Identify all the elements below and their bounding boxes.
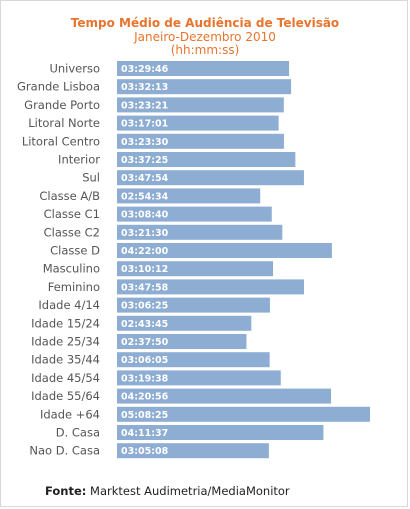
bar: [117, 152, 296, 167]
bar: [117, 279, 305, 295]
bar: [117, 261, 274, 277]
bar: [117, 352, 270, 368]
bar: [117, 188, 261, 204]
bar: [117, 388, 332, 404]
category-label: Idade 4/14: [38, 298, 100, 312]
bar: [117, 115, 279, 131]
category-label: Litoral Norte: [28, 116, 100, 130]
bar: [117, 243, 332, 258]
bar: [117, 224, 283, 240]
value-label: 03:05:08: [121, 446, 169, 457]
value-label: 03:21:30: [121, 228, 169, 239]
bar: [117, 297, 270, 313]
bar: [117, 170, 304, 186]
bar: [117, 334, 247, 349]
category-label: Interior: [58, 153, 100, 167]
category-label: Idade 35/44: [31, 353, 100, 367]
value-label: 03:47:54: [121, 173, 169, 184]
category-label: Feminino: [48, 280, 100, 294]
bar: [117, 61, 290, 76]
value-label: 04:22:00: [121, 246, 169, 257]
category-label: Sul: [82, 171, 100, 185]
category-label: Grande Porto: [24, 98, 100, 112]
value-label: 02:54:34: [121, 191, 169, 202]
bar: [117, 133, 284, 149]
bar: [117, 443, 269, 459]
value-label: 03:23:30: [121, 137, 169, 148]
value-label: 03:23:21: [121, 100, 168, 111]
value-label: 02:43:45: [121, 319, 168, 330]
bar: [117, 370, 281, 386]
value-label: 03:47:58: [121, 282, 169, 293]
value-label: 03:17:01: [121, 119, 168, 130]
chart-title: Tempo Médio de Audiência de Televisão: [70, 16, 340, 30]
category-label: Classe C2: [44, 225, 100, 239]
source-label: Fonte:: [45, 484, 87, 498]
value-label: 03:06:05: [121, 355, 168, 366]
value-label: 04:11:37: [121, 428, 168, 439]
category-label: Classe C1: [44, 207, 100, 221]
category-label: Litoral Centro: [22, 134, 100, 148]
bar-chart: Universo 03:29:46 Grande Lisboa 03:32:13 Gra…: [17, 61, 370, 459]
source-text: Marktest Audimetria/MediaMonitor: [86, 484, 290, 498]
bar: [117, 97, 284, 113]
category-label: Idade +64: [40, 407, 100, 421]
value-label: 02:37:50: [121, 337, 169, 348]
value-label: 03:08:40: [121, 210, 169, 221]
bar: [117, 406, 370, 422]
value-label: 03:10:12: [121, 264, 168, 275]
bar: [117, 79, 292, 95]
category-label: Masculino: [43, 262, 100, 276]
value-label: 03:06:25: [121, 301, 168, 312]
value-label: 03:37:25: [121, 155, 168, 166]
category-label: Classe A/B: [39, 189, 100, 203]
bar: [117, 425, 324, 440]
bar: [117, 206, 272, 222]
category-label: Idade 45/54: [31, 371, 100, 385]
category-label: Idade 55/64: [31, 389, 100, 403]
category-label: D. Casa: [56, 426, 100, 440]
category-label: Idade 25/34: [31, 335, 100, 349]
category-label: Universo: [49, 62, 100, 76]
bar: [117, 315, 252, 331]
chart-units: (hh:mm:ss): [170, 43, 240, 57]
value-label: 05:08:25: [121, 410, 168, 421]
category-label: Classe D: [50, 244, 100, 258]
source-line: Fonte: Marktest Audimetria/MediaMonitor: [45, 484, 290, 498]
value-label: 03:32:13: [121, 82, 168, 93]
category-label: Idade 15/24: [31, 316, 100, 330]
category-label: Nao D. Casa: [29, 444, 100, 458]
value-label: 03:19:38: [121, 373, 169, 384]
value-label: 03:29:46: [121, 64, 169, 75]
value-label: 04:20:56: [121, 392, 169, 403]
chart-subtitle: Janeiro-Dezembro 2010: [134, 30, 276, 44]
category-label: Grande Lisboa: [17, 80, 100, 94]
